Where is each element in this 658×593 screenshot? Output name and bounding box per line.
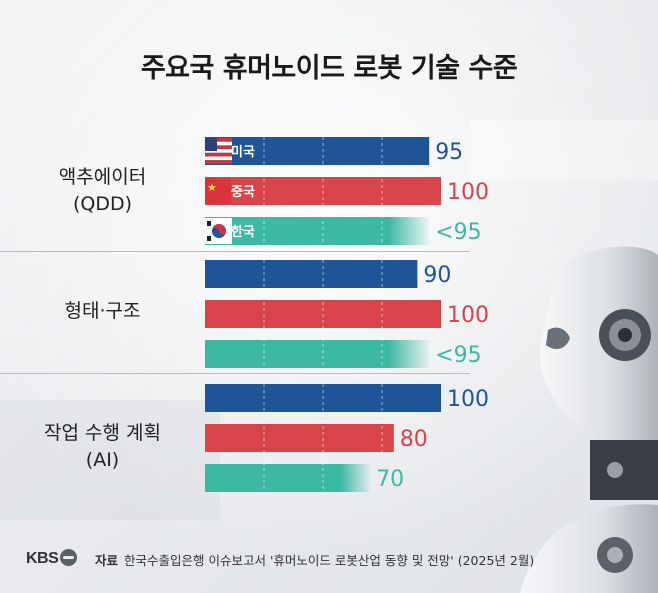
group-label-line: (QDD) [72,193,133,215]
bar-usa [205,260,418,288]
source-text: 한국수출입은행 이슈보고서 '휴머노이드 로봇산업 동향 및 전망' (2025… [124,553,535,568]
group-label-line: 액추에이터 [58,166,147,188]
data-label: 80 [400,427,428,452]
group-divider [0,251,470,252]
group-divider [0,373,470,374]
svg-text:★: ★ [207,181,217,194]
group-label-ai: 작업 수행 계획 (AI) [0,420,205,474]
china-flag-icon: ★ [205,178,231,204]
robot-head-icon [520,246,658,593]
country-label: 한국 [231,224,255,240]
bar-china [205,424,394,452]
chart-title: 주요국 휴머노이드 로봇 기술 수준 [140,53,518,84]
kbs-logo: KBS [26,549,78,568]
data-label: 100 [447,180,489,205]
group-label-actuator: 액추에이터 (QDD) [0,164,205,218]
source-label: 자료 [95,553,119,568]
country-label: 미국 [231,144,255,160]
data-label: 100 [447,387,489,412]
bar-korea [205,340,430,368]
group-label-line: 작업 수행 계획 [44,422,161,444]
korea-flag-icon [205,218,232,244]
group-label-line: 형태·구조 [64,300,141,322]
data-label: <95 [435,220,481,245]
data-label: 100 [447,303,489,328]
kbs-logo-icon [60,549,78,566]
source-note: 자료 한국수출입은행 이슈보고서 '휴머노이드 로봇산업 동향 및 전망' (20… [95,550,534,569]
data-label: 70 [376,467,404,492]
bar-korea [205,464,371,492]
group-label-line: (AI) [85,449,120,471]
bar-usa [205,137,430,165]
data-label: 90 [423,263,451,288]
data-label: 95 [435,140,463,165]
country-label: 중국 [231,185,255,200]
group-label-structure: 형태·구조 [0,298,205,325]
bar-korea [205,217,430,245]
data-label: <95 [435,343,481,368]
usa-flag-icon [205,138,232,164]
footer: KBS 자료 한국수출입은행 이슈보고서 '휴머노이드 로봇산업 동향 및 전망'… [0,545,658,575]
